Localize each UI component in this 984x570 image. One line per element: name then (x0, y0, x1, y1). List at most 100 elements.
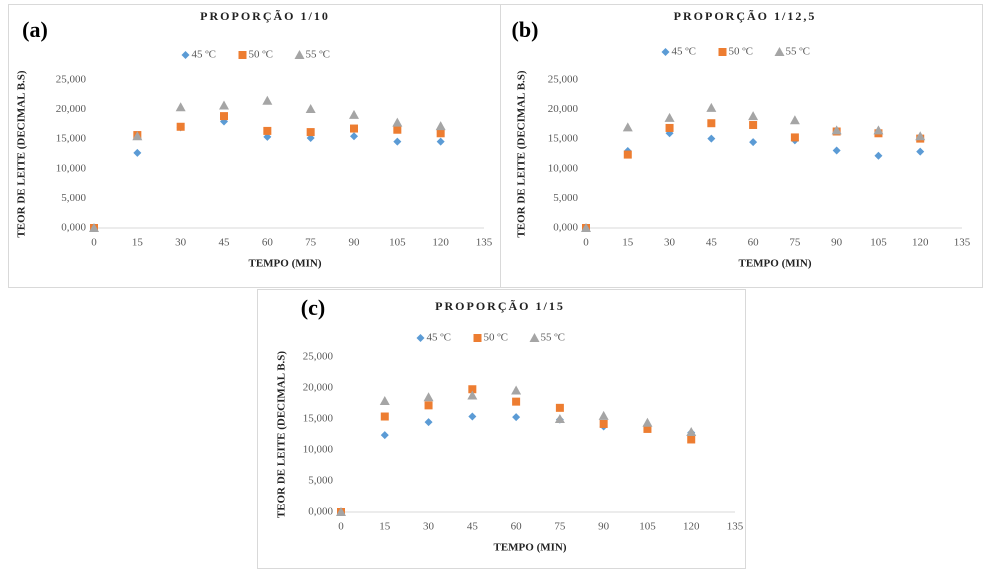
x-tick-label: 135 (727, 521, 744, 533)
y-tick-label: 15,000 (548, 133, 579, 145)
marker-square (623, 150, 632, 159)
y-tick-label: 0,000 (308, 506, 333, 518)
marker-square (424, 401, 433, 410)
x-tick-label: 60 (262, 237, 274, 249)
marker-diamond (350, 132, 358, 141)
legend-marker (416, 334, 425, 342)
y-tick-label: 25,000 (56, 74, 87, 86)
y-tick-label: 10,000 (548, 162, 579, 174)
marker-triangle (642, 417, 653, 427)
legend-marker (473, 334, 482, 342)
x-tick-label: 45 (219, 237, 231, 249)
marker-square (665, 123, 674, 132)
legend-label: 50 ºC (484, 332, 509, 344)
marker-square (512, 397, 521, 406)
marker-triangle (686, 427, 697, 437)
x-tick-label: 0 (91, 237, 97, 249)
marker-square (380, 412, 389, 421)
legend-label: 55 ºC (541, 332, 566, 344)
panel-frame (257, 289, 746, 569)
marker-triangle (435, 121, 446, 131)
marker-square (306, 128, 315, 137)
marker-triangle (873, 125, 884, 135)
x-tick-label: 15 (622, 237, 634, 249)
marker-triangle (789, 115, 800, 125)
marker-square (176, 122, 185, 131)
legend-label: 45 ºC (672, 46, 697, 58)
marker-triangle (262, 95, 273, 105)
x-tick-label: 105 (389, 237, 406, 249)
marker-diamond (133, 148, 142, 157)
marker-diamond (424, 418, 433, 427)
x-tick-label: 135 (954, 237, 971, 249)
y-axis-title: TEOR DE LEITE (DECIMAL B.S) (276, 351, 288, 519)
x-tick-label: 120 (912, 237, 929, 249)
y-axis-title: TEOR DE LEITE (DECIMAL B.S) (516, 70, 528, 238)
panel-frame (8, 4, 501, 288)
y-tick-label: 5,000 (308, 475, 333, 487)
marker-square (436, 129, 445, 138)
marker-triangle (511, 385, 522, 395)
marker-diamond (874, 151, 883, 160)
marker-triangle (132, 131, 143, 141)
chart-title: PROPORÇÃO 1/15 (435, 299, 565, 313)
legend-label: 45 ºC (427, 332, 452, 344)
marker-square (643, 424, 652, 433)
y-tick-label: 25,000 (303, 351, 334, 363)
legend-label: 50 ºC (729, 46, 754, 58)
marker-triangle (467, 390, 478, 400)
marker-triangle (831, 125, 842, 135)
marker-diamond (916, 147, 925, 156)
marker-square (350, 124, 358, 133)
panel-frame (500, 4, 983, 288)
marker-triangle (915, 131, 926, 141)
legend-marker (238, 51, 247, 59)
marker-triangle (664, 112, 675, 122)
marker-diamond (749, 138, 758, 147)
marker-triangle (622, 122, 633, 132)
chart-title: PROPORÇÃO 1/12,5 (674, 9, 817, 23)
x-tick-label: 30 (664, 237, 676, 249)
marker-square (707, 119, 716, 128)
marker-diamond (512, 413, 521, 422)
marker-triangle (219, 100, 229, 110)
marker-square (749, 120, 758, 129)
marker-diamond (468, 412, 477, 421)
y-tick-label: 5,000 (553, 192, 578, 204)
marker-square (790, 133, 799, 142)
x-axis-title: TEMPO (MIN) (248, 258, 321, 270)
marker-diamond (380, 431, 389, 440)
x-tick-label: 120 (683, 521, 700, 533)
y-tick-label: 20,000 (548, 103, 579, 115)
legend-label: 55 ºC (786, 46, 811, 58)
y-tick-label: 0,000 (61, 222, 86, 234)
marker-square (393, 125, 402, 134)
x-tick-label: 120 (432, 237, 449, 249)
x-tick-label: 105 (639, 521, 656, 533)
marker-triangle (598, 410, 609, 420)
panel-label: (c) (301, 295, 325, 320)
panel-label: (a) (22, 17, 48, 42)
x-tick-label: 60 (748, 237, 760, 249)
x-tick-label: 75 (554, 521, 566, 533)
x-tick-label: 105 (870, 237, 887, 249)
marker-diamond (436, 137, 445, 146)
x-axis-title: TEMPO (MIN) (493, 542, 566, 554)
y-tick-label: 15,000 (303, 413, 334, 425)
marker-triangle (581, 223, 591, 232)
marker-square (555, 403, 564, 412)
y-tick-label: 0,000 (553, 222, 578, 234)
marker-square (687, 435, 696, 444)
x-tick-label: 135 (476, 237, 493, 249)
y-tick-label: 15,000 (56, 133, 87, 145)
y-tick-label: 20,000 (56, 103, 87, 115)
marker-square (263, 126, 272, 135)
legend-marker (718, 48, 727, 56)
y-tick-label: 5,000 (61, 192, 86, 204)
x-tick-label: 60 (511, 521, 523, 533)
x-tick-label: 0 (338, 521, 344, 533)
legend-marker (529, 333, 540, 342)
y-tick-label: 10,000 (303, 444, 334, 456)
legend-label: 45 ºC (192, 49, 217, 61)
legend-label: 55 ºC (306, 49, 331, 61)
